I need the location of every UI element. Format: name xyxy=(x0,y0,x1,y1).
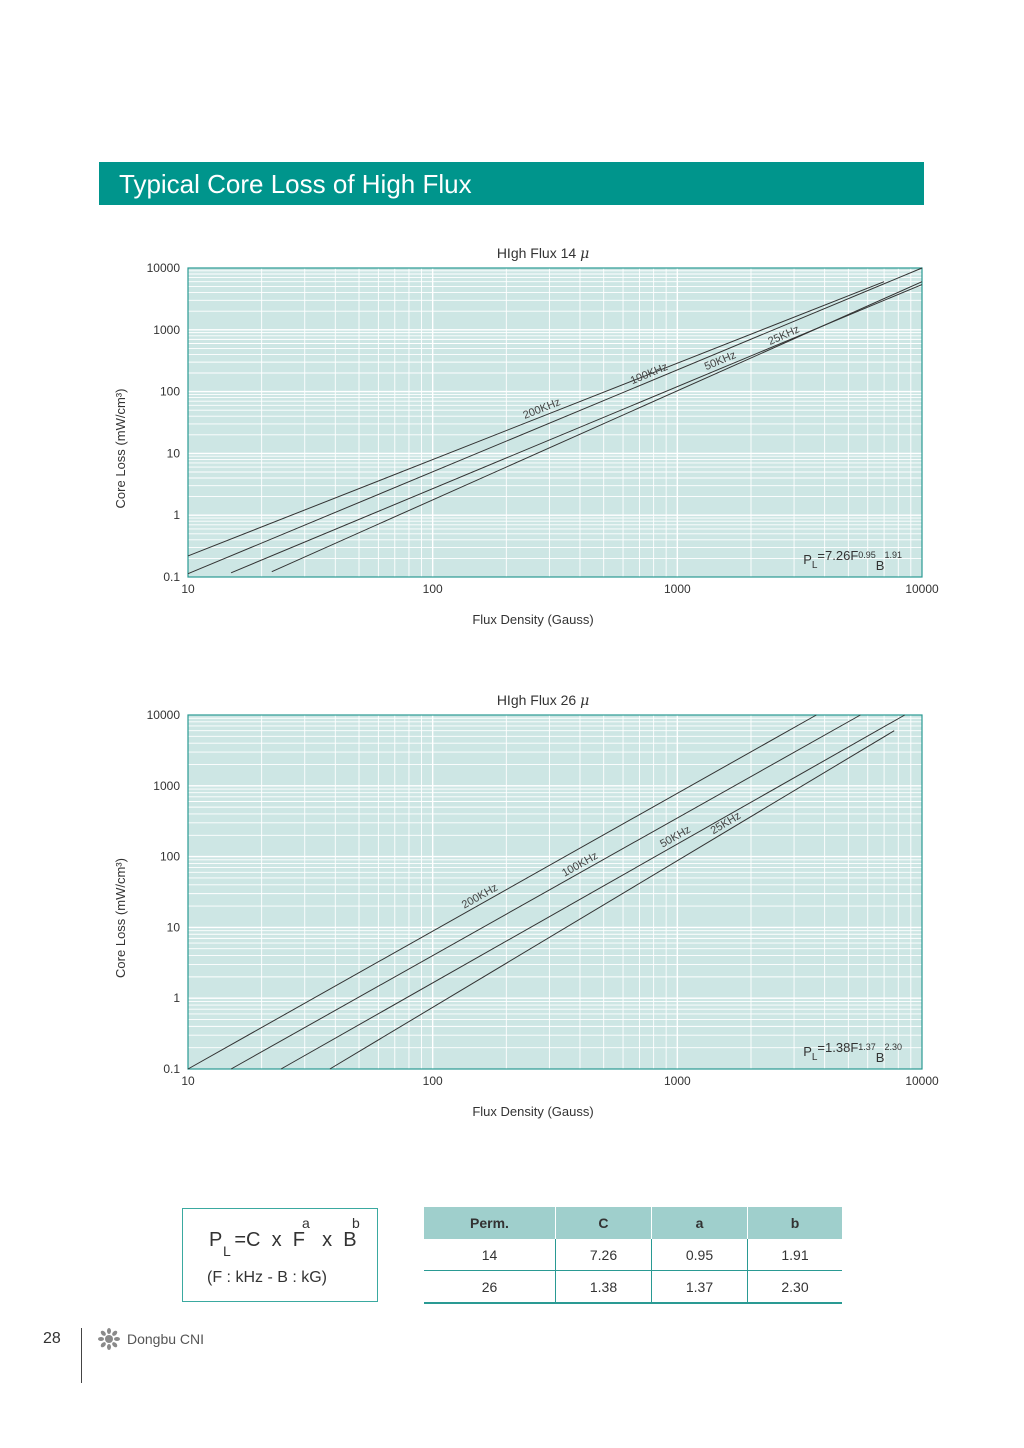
title-banner: Typical Core Loss of High Flux xyxy=(99,162,924,205)
plot-area xyxy=(188,268,922,577)
y-axis-label: Core Loss (mW/cm³) xyxy=(113,858,128,978)
y-tick-label: 10000 xyxy=(147,261,181,275)
header-a: a xyxy=(651,1207,749,1239)
x-tick-label: 10 xyxy=(181,582,195,596)
table-header-row: Perm. C a b xyxy=(424,1207,842,1239)
y-tick-label: 1 xyxy=(173,508,180,522)
chart-title: HIgh Flux 26 μ xyxy=(497,692,589,709)
chart-formula-annotation: PL=7.26F0.95B1.91 xyxy=(803,548,902,573)
formula-sub-l: L xyxy=(223,1243,231,1259)
table-row: 26 1.38 1.37 2.30 xyxy=(424,1270,842,1304)
cell-c: 1.38 xyxy=(555,1270,653,1304)
formula-p: P xyxy=(209,1229,223,1251)
cell-b: 1.91 xyxy=(747,1239,842,1271)
sunflower-logo-icon xyxy=(98,1328,120,1350)
y-axis-label: Core Loss (mW/cm³) xyxy=(113,389,128,509)
formula-x1: x xyxy=(271,1229,282,1251)
formula-eq: =C xyxy=(234,1229,261,1251)
series-line-100KHz xyxy=(187,267,923,575)
y-tick-label: 0.1 xyxy=(163,570,180,584)
page-title: Typical Core Loss of High Flux xyxy=(119,169,472,199)
formula-main: P =C x F x B xyxy=(209,1229,357,1252)
cell-a: 1.37 xyxy=(651,1270,749,1304)
y-tick-label: 100 xyxy=(160,850,180,864)
grid xyxy=(188,268,922,577)
series-line-100KHz xyxy=(230,714,861,1070)
y-tick-label: 1000 xyxy=(153,323,180,337)
formula-b: B xyxy=(343,1229,357,1251)
x-tick-label: 10000 xyxy=(905,582,939,596)
chart-title: HIgh Flux 14 μ xyxy=(497,245,589,262)
series-line-50KHz xyxy=(280,714,905,1070)
y-tick-label: 1 xyxy=(173,991,180,1005)
formula-sup-b: b xyxy=(352,1215,360,1231)
cell-perm: 26 xyxy=(424,1270,556,1304)
plot-area xyxy=(188,715,922,1069)
x-tick-label: 100 xyxy=(423,1074,443,1088)
series-line-200KHz xyxy=(187,714,817,1070)
header-b: b xyxy=(747,1207,842,1239)
table-row: 14 7.26 0.95 1.91 xyxy=(424,1239,842,1271)
y-tick-label: 10 xyxy=(167,446,181,460)
formula-box: P =C x F x B L a b (F : kHz - B : kG) xyxy=(182,1208,378,1302)
cell-a: 0.95 xyxy=(651,1239,749,1271)
cell-perm: 14 xyxy=(424,1239,556,1271)
header-c: C xyxy=(555,1207,653,1239)
y-tick-label: 100 xyxy=(160,385,180,399)
footer-divider xyxy=(81,1328,82,1383)
x-tick-label: 100 xyxy=(423,582,443,596)
series-line-200KHz xyxy=(187,281,885,557)
cell-b: 2.30 xyxy=(747,1270,842,1304)
plot-frame xyxy=(187,714,923,1070)
parameter-table: Perm. C a b 14 7.26 0.95 1.91 26 1.38 1.… xyxy=(424,1207,842,1304)
x-tick-label: 10000 xyxy=(905,1074,939,1088)
x-axis-label: Flux Density (Gauss) xyxy=(472,1104,593,1119)
x-tick-label: 10 xyxy=(181,1074,195,1088)
x-tick-label: 1000 xyxy=(664,1074,691,1088)
x-axis-label: Flux Density (Gauss) xyxy=(472,612,593,627)
page-number: 28 xyxy=(43,1330,61,1347)
series-line-25KHz xyxy=(329,730,895,1070)
y-tick-label: 10 xyxy=(167,920,181,934)
header-perm: Perm. xyxy=(424,1207,556,1239)
grid xyxy=(188,715,922,1069)
y-tick-label: 1000 xyxy=(153,779,180,793)
formula-x2: x xyxy=(322,1229,333,1251)
cell-c: 7.26 xyxy=(555,1239,653,1271)
y-tick-label: 10000 xyxy=(147,708,181,722)
chart-formula-annotation: PL=1.38F1.37B2.30 xyxy=(803,1040,902,1065)
plot-frame xyxy=(187,267,923,578)
formula-f: F xyxy=(292,1229,305,1251)
y-tick-label: 0.1 xyxy=(163,1062,180,1076)
brand-name: Dongbu CNI xyxy=(127,1331,205,1347)
series-line-25KHz xyxy=(271,281,923,573)
formula-sup-a: a xyxy=(302,1215,310,1231)
formula-units: (F : kHz - B : kG) xyxy=(207,1269,327,1286)
x-tick-label: 1000 xyxy=(664,582,691,596)
